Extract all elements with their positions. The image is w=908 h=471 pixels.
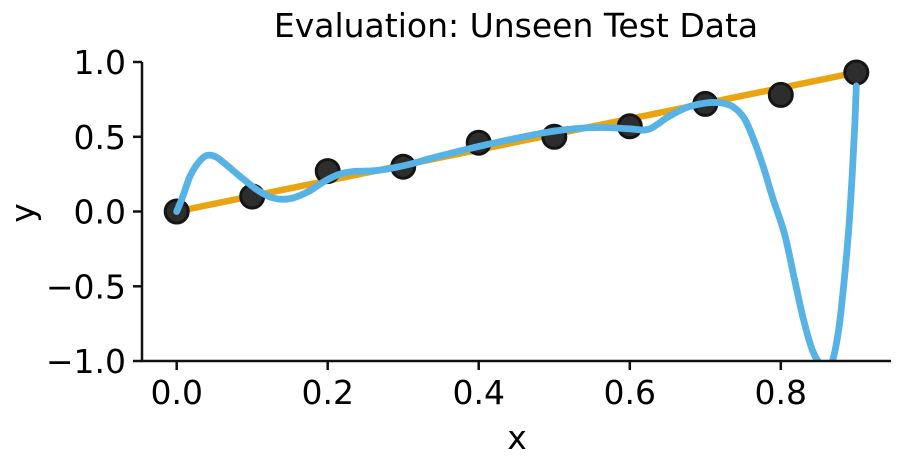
x-tick-label: 0.4 (452, 373, 504, 412)
y-tick-label: −1.0 (46, 342, 126, 381)
chart-title: Evaluation: Unseen Test Data (274, 6, 758, 45)
linear-fit-line (173, 69, 860, 215)
data-point (843, 59, 870, 86)
x-tick-label: 0.2 (301, 373, 353, 412)
y-axis-label: y (3, 203, 42, 223)
overfit-model-curve (173, 82, 860, 361)
axes: 0.0 0.2 0.4 0.6 0.8 −1.0 −0.5 0.0 0.5 1.0 (46, 43, 891, 412)
data-point (767, 81, 794, 108)
x-tick-label: 0.0 (150, 373, 202, 412)
y-tick-label: −0.5 (46, 267, 126, 306)
x-tick-label: 0.6 (604, 373, 656, 412)
plot-area (163, 59, 870, 361)
y-tick-label: 0.5 (74, 118, 126, 157)
x-axis-label: x (507, 418, 527, 457)
x-tick-label: 0.8 (755, 373, 807, 412)
y-tick-label: 1.0 (74, 43, 126, 82)
y-tick-label: 0.0 (74, 193, 126, 232)
